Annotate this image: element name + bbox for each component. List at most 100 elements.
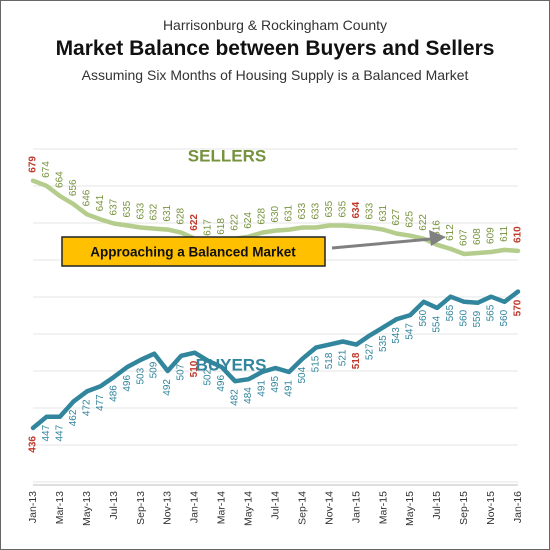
x-tick-label: May-13 bbox=[81, 491, 93, 526]
data-label: 484 bbox=[243, 387, 254, 404]
data-label: 679 bbox=[28, 156, 39, 173]
x-tick-label: Jan-15 bbox=[350, 491, 362, 523]
x-tick-label: Mar-15 bbox=[377, 491, 389, 524]
data-label: 472 bbox=[81, 399, 92, 416]
data-label: 496 bbox=[216, 375, 227, 392]
data-label: 477 bbox=[95, 394, 106, 411]
data-label: 560 bbox=[459, 309, 470, 326]
data-label: 630 bbox=[270, 205, 281, 222]
data-label: 617 bbox=[203, 219, 214, 236]
data-label: 447 bbox=[41, 424, 52, 441]
annotation-arrow-head bbox=[429, 230, 446, 246]
data-label: 633 bbox=[135, 202, 146, 219]
series-name-buyers: BUYERS bbox=[196, 356, 267, 375]
data-label: 635 bbox=[337, 200, 348, 217]
data-label: 624 bbox=[243, 212, 254, 229]
x-tick-label: Nov-15 bbox=[485, 491, 497, 525]
data-label: 521 bbox=[337, 349, 348, 366]
series-name-sellers: SELLERS bbox=[188, 147, 266, 166]
data-label: 518 bbox=[324, 352, 335, 369]
data-label: 625 bbox=[405, 211, 416, 228]
chart-subtitle: Assuming Six Months of Housing Supply is… bbox=[81, 67, 469, 83]
data-label: 560 bbox=[418, 309, 429, 326]
data-label: 631 bbox=[378, 204, 389, 221]
data-label: 554 bbox=[432, 315, 443, 332]
x-tick-label: Jan-13 bbox=[27, 491, 39, 523]
data-label: 634 bbox=[351, 201, 362, 218]
data-label: 631 bbox=[283, 204, 294, 221]
series-line-sellers bbox=[30, 178, 521, 257]
data-label: 502 bbox=[203, 368, 214, 385]
data-label: 641 bbox=[95, 194, 106, 211]
data-label: 608 bbox=[472, 228, 483, 245]
data-label: 570 bbox=[513, 299, 524, 316]
x-tick-label: Mar-14 bbox=[216, 491, 228, 524]
data-label: 482 bbox=[230, 389, 241, 406]
data-label: 664 bbox=[54, 171, 65, 188]
data-label: 527 bbox=[364, 343, 375, 360]
data-label: 496 bbox=[122, 375, 133, 392]
data-label: 495 bbox=[270, 376, 281, 393]
data-label: 674 bbox=[41, 161, 52, 178]
x-tick-label: Nov-14 bbox=[323, 491, 335, 525]
data-label: 609 bbox=[486, 227, 497, 244]
x-tick-label: May-14 bbox=[243, 491, 255, 526]
data-label: 646 bbox=[81, 189, 92, 206]
data-label: 616 bbox=[432, 220, 443, 237]
data-label: 627 bbox=[391, 209, 402, 226]
x-tick-label: Jan-16 bbox=[512, 491, 524, 523]
data-label: 607 bbox=[459, 229, 470, 246]
data-label: 565 bbox=[445, 304, 456, 321]
x-tick-label: Nov-13 bbox=[162, 491, 174, 525]
data-label: 637 bbox=[108, 198, 119, 215]
data-label: 447 bbox=[54, 424, 65, 441]
data-label: 486 bbox=[108, 385, 119, 402]
data-label: 492 bbox=[162, 379, 173, 396]
series-line-buyers bbox=[30, 289, 521, 431]
data-label: 491 bbox=[257, 380, 268, 397]
data-label: 622 bbox=[230, 214, 241, 231]
data-label: 635 bbox=[122, 200, 133, 217]
data-label: 635 bbox=[324, 200, 335, 217]
annotation-arrow-shaft bbox=[331, 237, 432, 250]
data-label: 560 bbox=[499, 309, 510, 326]
x-tick-label: Sep-13 bbox=[135, 491, 147, 525]
data-label: 515 bbox=[310, 355, 321, 372]
data-label: 611 bbox=[499, 226, 510, 242]
data-label: 559 bbox=[472, 310, 483, 327]
x-tick-label: May-15 bbox=[404, 491, 416, 526]
chart-title: Market Balance between Buyers and Seller… bbox=[55, 37, 495, 60]
data-label: 632 bbox=[149, 203, 160, 220]
data-label: 518 bbox=[351, 352, 362, 369]
data-label: 628 bbox=[176, 208, 187, 225]
data-label: 491 bbox=[283, 380, 294, 397]
data-label: 535 bbox=[378, 335, 389, 352]
data-label: 631 bbox=[162, 204, 173, 221]
data-label: 656 bbox=[68, 179, 79, 196]
data-label: 503 bbox=[135, 367, 146, 384]
data-label: 622 bbox=[418, 214, 429, 231]
x-tick-label: Sep-15 bbox=[458, 491, 470, 525]
data-label: 618 bbox=[216, 218, 227, 235]
data-label: 462 bbox=[68, 409, 79, 426]
data-label: 610 bbox=[513, 226, 524, 243]
data-label: 543 bbox=[391, 327, 402, 344]
annotation-text: Approaching a Balanced Market bbox=[90, 245, 296, 260]
data-label: 436 bbox=[28, 436, 39, 453]
x-tick-label: Jul-15 bbox=[431, 491, 443, 520]
data-label: 633 bbox=[297, 202, 308, 219]
annotation-box bbox=[61, 236, 326, 267]
data-label: 633 bbox=[364, 202, 375, 219]
data-label: 612 bbox=[445, 224, 456, 241]
chart-supertitle: Harrisonburg & Rockingham County bbox=[162, 17, 388, 33]
x-tick-label: Jul-14 bbox=[270, 491, 282, 520]
data-label: 507 bbox=[176, 363, 187, 380]
data-label: 510 bbox=[189, 360, 200, 377]
data-label: 504 bbox=[297, 366, 308, 383]
data-label: 565 bbox=[486, 304, 497, 321]
x-tick-label: Jul-13 bbox=[108, 491, 120, 520]
data-label: 622 bbox=[189, 214, 200, 231]
data-label: 547 bbox=[405, 323, 416, 340]
